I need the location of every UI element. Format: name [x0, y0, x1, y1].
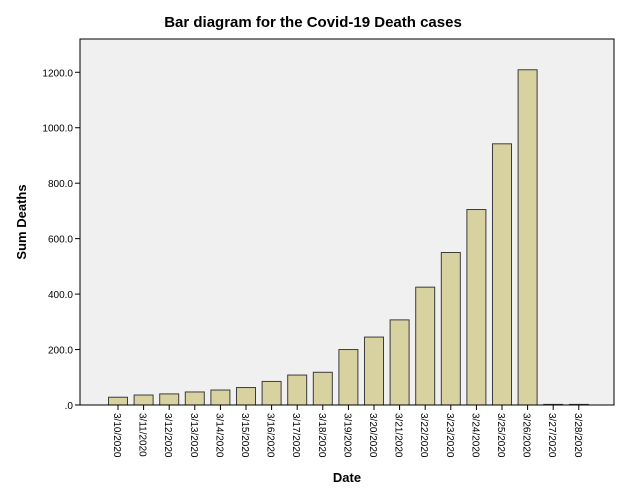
x-axis-label: Date: [333, 470, 361, 485]
bar: [236, 387, 256, 406]
bar: [492, 143, 512, 406]
y-tick-label: 1200.0: [42, 68, 73, 79]
x-tick-label: 3/16/2020: [265, 413, 276, 458]
y-tick-label: 600.0: [48, 235, 73, 246]
bar: [389, 319, 410, 406]
x-tick-label: 3/18/2020: [316, 413, 327, 458]
x-tick-label: 3/24/2020: [469, 413, 480, 458]
bar: [133, 394, 154, 406]
bar: [466, 209, 487, 406]
x-tick-label: 3/26/2020: [521, 413, 532, 458]
bar: [364, 336, 384, 406]
bar: [287, 374, 308, 406]
bar: [159, 393, 180, 406]
x-tick-label: 3/21/2020: [393, 413, 404, 458]
x-tick-label: 3/28/2020: [572, 413, 583, 458]
y-tick-label: 400.0: [48, 290, 73, 301]
x-tick-label: 3/22/2020: [418, 413, 429, 458]
bar: [108, 396, 128, 406]
x-tick-label: 3/17/2020: [290, 413, 301, 458]
x-tick-label: 3/20/2020: [367, 413, 378, 458]
chart-title: Bar diagram for the Covid-19 Death cases: [164, 14, 462, 31]
bar: [210, 389, 231, 406]
bar: [312, 371, 333, 406]
x-tick-label: 3/19/2020: [341, 413, 352, 458]
y-tick-label: 800.0: [48, 179, 73, 190]
x-tick-label: 3/12/2020: [162, 413, 173, 458]
x-tick-label: 3/23/2020: [444, 413, 455, 458]
bar: [440, 252, 461, 406]
bar: [261, 380, 282, 406]
bar: [184, 391, 205, 406]
x-tick-label: 3/25/2020: [495, 413, 506, 458]
x-tick-label: 3/27/2020: [546, 413, 557, 458]
y-tick-label: 1000.0: [42, 124, 73, 135]
y-axis-label: Sum Deaths: [14, 184, 29, 259]
bars-group: [108, 69, 589, 406]
y-tick-label: 200.0: [48, 346, 73, 357]
x-tick-label: 3/15/2020: [239, 413, 250, 458]
y-axis: .0 200.0 400.0 600.0 800.0 1000.0 1200.0: [42, 39, 81, 412]
bar: [415, 286, 436, 406]
x-tick-label: 3/10/2020: [111, 413, 122, 458]
x-tick-label: 3/11/2020: [137, 413, 148, 457]
bar: [338, 349, 359, 406]
bar: [517, 69, 538, 406]
x-tick-label: 3/13/2020: [188, 413, 199, 458]
y-tick-label: .0: [65, 401, 74, 412]
x-axis: 3/10/2020 3/11/2020 3/12/2020 3/13/2020 3/14…: [80, 404, 614, 458]
x-tick-label: 3/14/2020: [213, 413, 224, 458]
